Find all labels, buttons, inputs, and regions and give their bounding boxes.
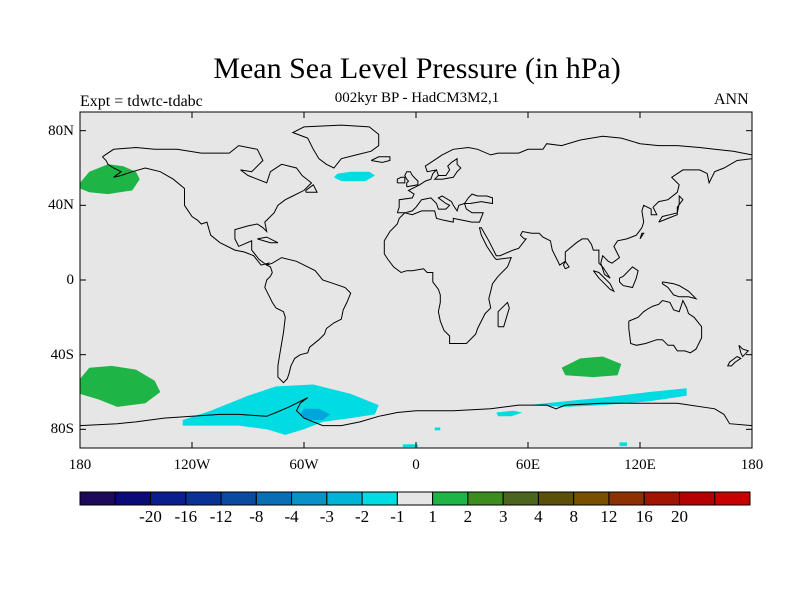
- axis-ticks: [79, 112, 753, 448]
- colorbar-swatch: [291, 491, 328, 506]
- colorbar-label: 16: [635, 507, 653, 526]
- colorbar-label: -12: [209, 507, 233, 526]
- colorbar-swatch: [185, 491, 222, 506]
- map-title: Mean Sea Level Pressure (in hPa): [213, 52, 621, 85]
- cuba-coastline: [257, 236, 279, 244]
- colorbar-swatch: [714, 491, 751, 506]
- latitude-tick-label: 80S: [50, 421, 74, 438]
- colorbar-label: -1: [390, 507, 405, 526]
- colorbar-swatch: [467, 491, 504, 506]
- southern-ocean-negative-anomaly: [182, 384, 379, 435]
- season-label: ANN: [714, 91, 749, 108]
- colorbar-swatch: [573, 491, 610, 506]
- colorbar-label: 3: [498, 507, 508, 526]
- latitude-tick-label: 0: [66, 272, 75, 288]
- ireland-coastline: [396, 176, 406, 184]
- anomaly-regions: [80, 164, 687, 448]
- eurasia-coastline: [383, 135, 753, 344]
- weddell-negative-anomaly-core: [300, 408, 331, 420]
- south-america-coastline: [264, 257, 352, 384]
- sri-lanka-coastline: [562, 260, 570, 270]
- colorbar-label: -3: [319, 507, 334, 526]
- coastlines: [79, 124, 753, 427]
- colorbar-swatch: [361, 491, 398, 506]
- colorbar-swatch: [114, 491, 152, 506]
- colorbar-swatch: [608, 491, 645, 506]
- madagascar-coastline: [497, 301, 510, 328]
- map-background: [80, 112, 752, 448]
- colorbar-swatch: [396, 491, 434, 506]
- experiment-label: Expt = tdwtc-tdabc: [80, 93, 203, 110]
- colorbar-swatch: [79, 491, 116, 506]
- latitude-tick-label: 80N: [48, 122, 74, 139]
- longitude-tick-label: 180: [740, 457, 764, 473]
- colorbar-label: -4: [284, 507, 299, 526]
- small-negative-patch-2: [402, 444, 418, 448]
- longitude-tick-label: 180: [68, 457, 92, 473]
- longitude-tick-label: 60W: [289, 457, 319, 473]
- new-zealand-north-coastline: [738, 344, 750, 358]
- colorbar: [79, 491, 751, 506]
- latitude-tick-label: 40N: [48, 197, 74, 214]
- north-pacific-positive-anomaly: [80, 164, 140, 195]
- south-indian-positive-anomaly: [561, 356, 622, 378]
- colorbar-label: -20: [139, 507, 162, 526]
- iceland-coastline: [370, 156, 391, 163]
- longitude-tick-label: 120E: [624, 457, 656, 473]
- colorbar-label: 1: [428, 507, 437, 526]
- sumatra-coastline: [592, 270, 616, 293]
- borneo-coastline: [619, 266, 639, 289]
- new-zealand-south-coastline: [726, 356, 742, 367]
- colorbar-swatch: [150, 491, 187, 506]
- colorbar-swatch: [255, 491, 293, 506]
- longitude-tick-label: 0: [412, 457, 420, 473]
- colorbar-swatch: [326, 491, 363, 506]
- colorbar-label: 8: [569, 507, 578, 526]
- indian-ocean-sector-negative-anomaly: [528, 388, 687, 407]
- japan-coastline: [658, 194, 684, 223]
- british-isles-coastline: [404, 171, 419, 188]
- colorbar-label: -2: [355, 507, 370, 526]
- colorbar-label: 2: [463, 507, 473, 526]
- latitude-tick-label: 40S: [50, 346, 74, 363]
- longitude-tick-label: 60E: [515, 457, 541, 473]
- colorbar-label: -16: [174, 507, 198, 526]
- map-subtitle: 002kyr BP - HadCM3M2,1: [334, 90, 500, 106]
- south-pacific-positive-anomaly: [80, 365, 161, 407]
- small-negative-patch-4: [434, 427, 441, 431]
- newfoundland-coastline: [305, 184, 318, 193]
- small-negative-patch-1: [496, 410, 523, 417]
- colorbar-swatch: [537, 491, 575, 506]
- colorbar-label: 4: [534, 507, 543, 526]
- colorbar-label: -8: [249, 507, 264, 526]
- map-plot-area: [79, 111, 753, 449]
- new-guinea-coastline: [661, 281, 698, 300]
- colorbar-swatch: [643, 491, 680, 506]
- colorbar-label: 12: [600, 507, 618, 526]
- longitude-tick-label: 120W: [173, 457, 211, 473]
- australia-coastline: [628, 299, 703, 354]
- colorbar-swatch: [678, 491, 716, 506]
- greenland-coastline: [291, 124, 380, 169]
- taiwan-coastline: [639, 232, 645, 240]
- colorbar-label: 20: [671, 507, 688, 526]
- colorbar-swatch: [220, 491, 257, 506]
- colorbar-swatch: [432, 491, 469, 506]
- north-america-coastline: [102, 145, 313, 266]
- north-atlantic-negative-anomaly: [333, 171, 375, 182]
- small-negative-patch-3: [619, 442, 627, 447]
- antarctica-coastline: [79, 397, 753, 427]
- colorbar-swatch: [502, 491, 539, 506]
